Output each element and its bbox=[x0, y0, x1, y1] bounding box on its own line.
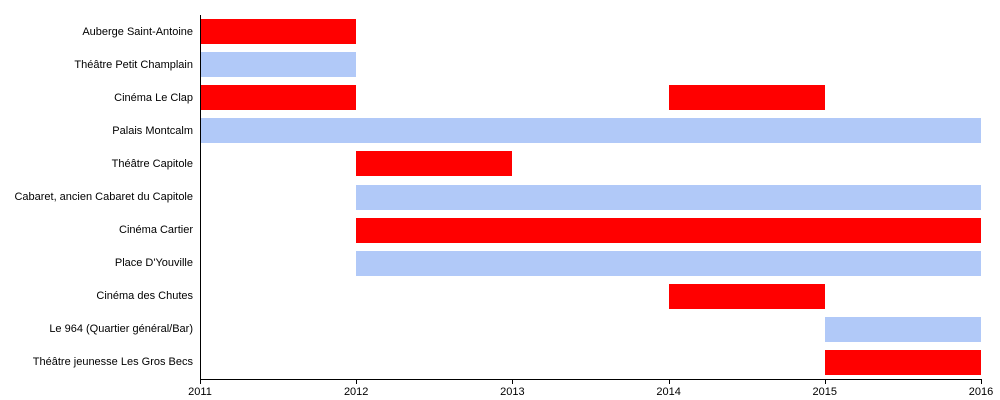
gantt-bar bbox=[668, 85, 825, 111]
row-label: Cinéma Cartier bbox=[119, 224, 193, 237]
x-axis-tick bbox=[668, 380, 670, 384]
gantt-bar bbox=[668, 283, 825, 309]
row-label: Le 964 (Quartier général/Bar) bbox=[49, 323, 193, 336]
row-label: Cinéma Le Clap bbox=[114, 91, 193, 104]
y-axis-line bbox=[200, 15, 201, 380]
gantt-bar bbox=[824, 316, 981, 342]
x-axis-tick-label: 2012 bbox=[343, 386, 369, 398]
x-axis-tick bbox=[356, 380, 358, 384]
row-label: Place D'Youville bbox=[114, 257, 193, 270]
x-axis-tick-label: 2014 bbox=[656, 386, 681, 398]
row-label: Théâtre Petit Champlain bbox=[74, 58, 193, 71]
gantt-bar bbox=[824, 349, 981, 375]
x-axis-tick bbox=[824, 380, 826, 384]
x-axis-tick-label: 2016 bbox=[968, 386, 994, 398]
x-axis-tick-label: 2011 bbox=[188, 386, 212, 398]
gantt-bar bbox=[356, 151, 513, 177]
gantt-bar bbox=[356, 184, 981, 210]
x-axis-tick bbox=[512, 380, 514, 384]
row-label: Cabaret, ancien Cabaret du Capitole bbox=[14, 191, 193, 203]
gantt-bar bbox=[356, 217, 981, 243]
x-axis-line bbox=[200, 379, 982, 380]
row-label: Théâtre Capitole bbox=[111, 157, 193, 170]
row-label: Théâtre jeunesse Les Gros Becs bbox=[32, 356, 193, 369]
row-label: Cinéma des Chutes bbox=[96, 290, 193, 303]
row-label: Palais Montcalm bbox=[112, 124, 193, 137]
x-axis-tick-label: 2013 bbox=[500, 386, 525, 398]
gantt-bar bbox=[200, 118, 981, 144]
gantt-bar bbox=[200, 52, 357, 78]
gantt-bar bbox=[200, 19, 357, 45]
gantt-bar bbox=[356, 250, 981, 276]
gantt-bar bbox=[200, 85, 357, 111]
x-axis-tick-label: 2015 bbox=[812, 386, 838, 398]
x-axis-tick bbox=[981, 380, 982, 384]
row-label: Auberge Saint-Antoine bbox=[82, 25, 193, 38]
x-axis-tick bbox=[200, 380, 201, 384]
